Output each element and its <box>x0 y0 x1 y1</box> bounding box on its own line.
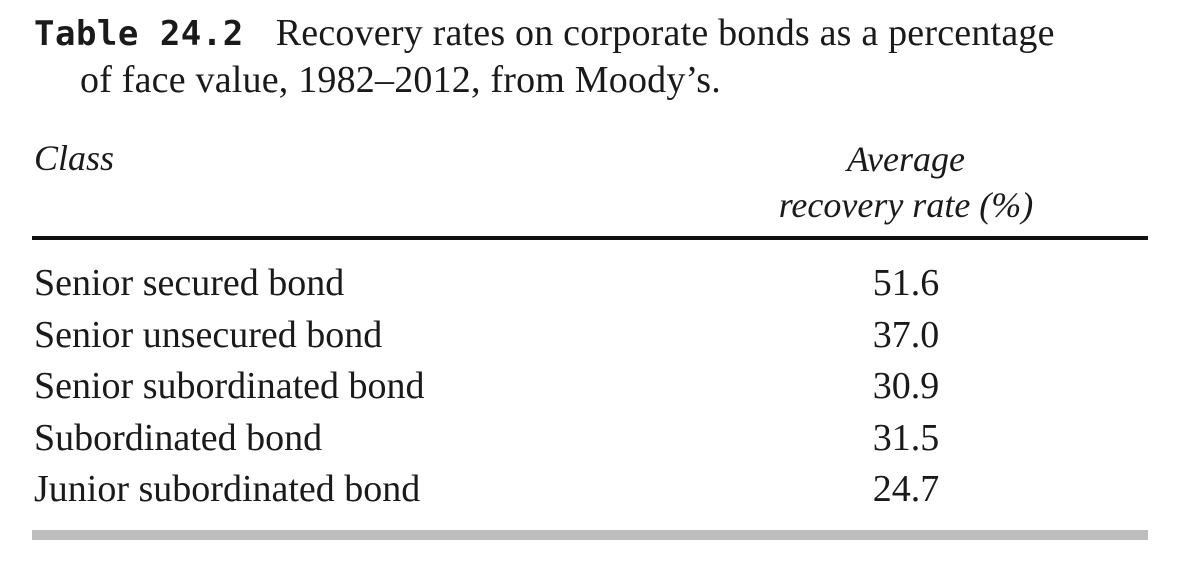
rate-cell: 37.0 <box>872 313 940 356</box>
caption-text-1: Recovery rates on corporate bonds as a p… <box>275 12 1055 54</box>
column-header-rate-line-2: recovery rate (%) <box>778 185 1034 225</box>
rate-cell: 30.9 <box>872 365 940 407</box>
caption-text-2: of face value, 1982–2012, from Moody’s. <box>80 59 721 101</box>
class-cell: Subordinated bond <box>34 416 323 459</box>
rate-cell: 31.5 <box>872 416 940 459</box>
table-row: Senior subordinated bond 30.9 <box>0 361 1200 413</box>
column-header-rate-line-1: Average <box>847 139 965 179</box>
table-number: Table 24.2 <box>34 14 244 54</box>
class-cell: Senior unsecured bond <box>34 313 383 356</box>
class-cell: Senior subordinated bond <box>34 365 425 407</box>
rate-cell: 51.6 <box>872 262 940 304</box>
table-body: Senior secured bond 51.6 Senior unsecure… <box>0 258 1200 516</box>
caption-line-1: Table 24.2 Recovery rates on corporate bo… <box>34 10 1154 57</box>
table-row: Junior subordinated bond 24.7 <box>0 464 1200 516</box>
footer-rule <box>32 530 1148 540</box>
rate-cell: 24.7 <box>872 468 940 510</box>
class-cell: Junior subordinated bond <box>34 468 421 510</box>
table-row: Senior secured bond 51.6 <box>0 258 1200 310</box>
table-row: Senior unsecured bond 37.0 <box>0 310 1200 362</box>
table-row: Subordinated bond 31.5 <box>0 413 1200 465</box>
table-caption: Table 24.2 Recovery rates on corporate bo… <box>34 10 1154 103</box>
column-header-rate: Average recovery rate (%) <box>730 136 1082 228</box>
header-rule <box>32 236 1148 240</box>
class-cell: Senior secured bond <box>34 262 345 304</box>
column-header-class: Class <box>34 138 115 178</box>
